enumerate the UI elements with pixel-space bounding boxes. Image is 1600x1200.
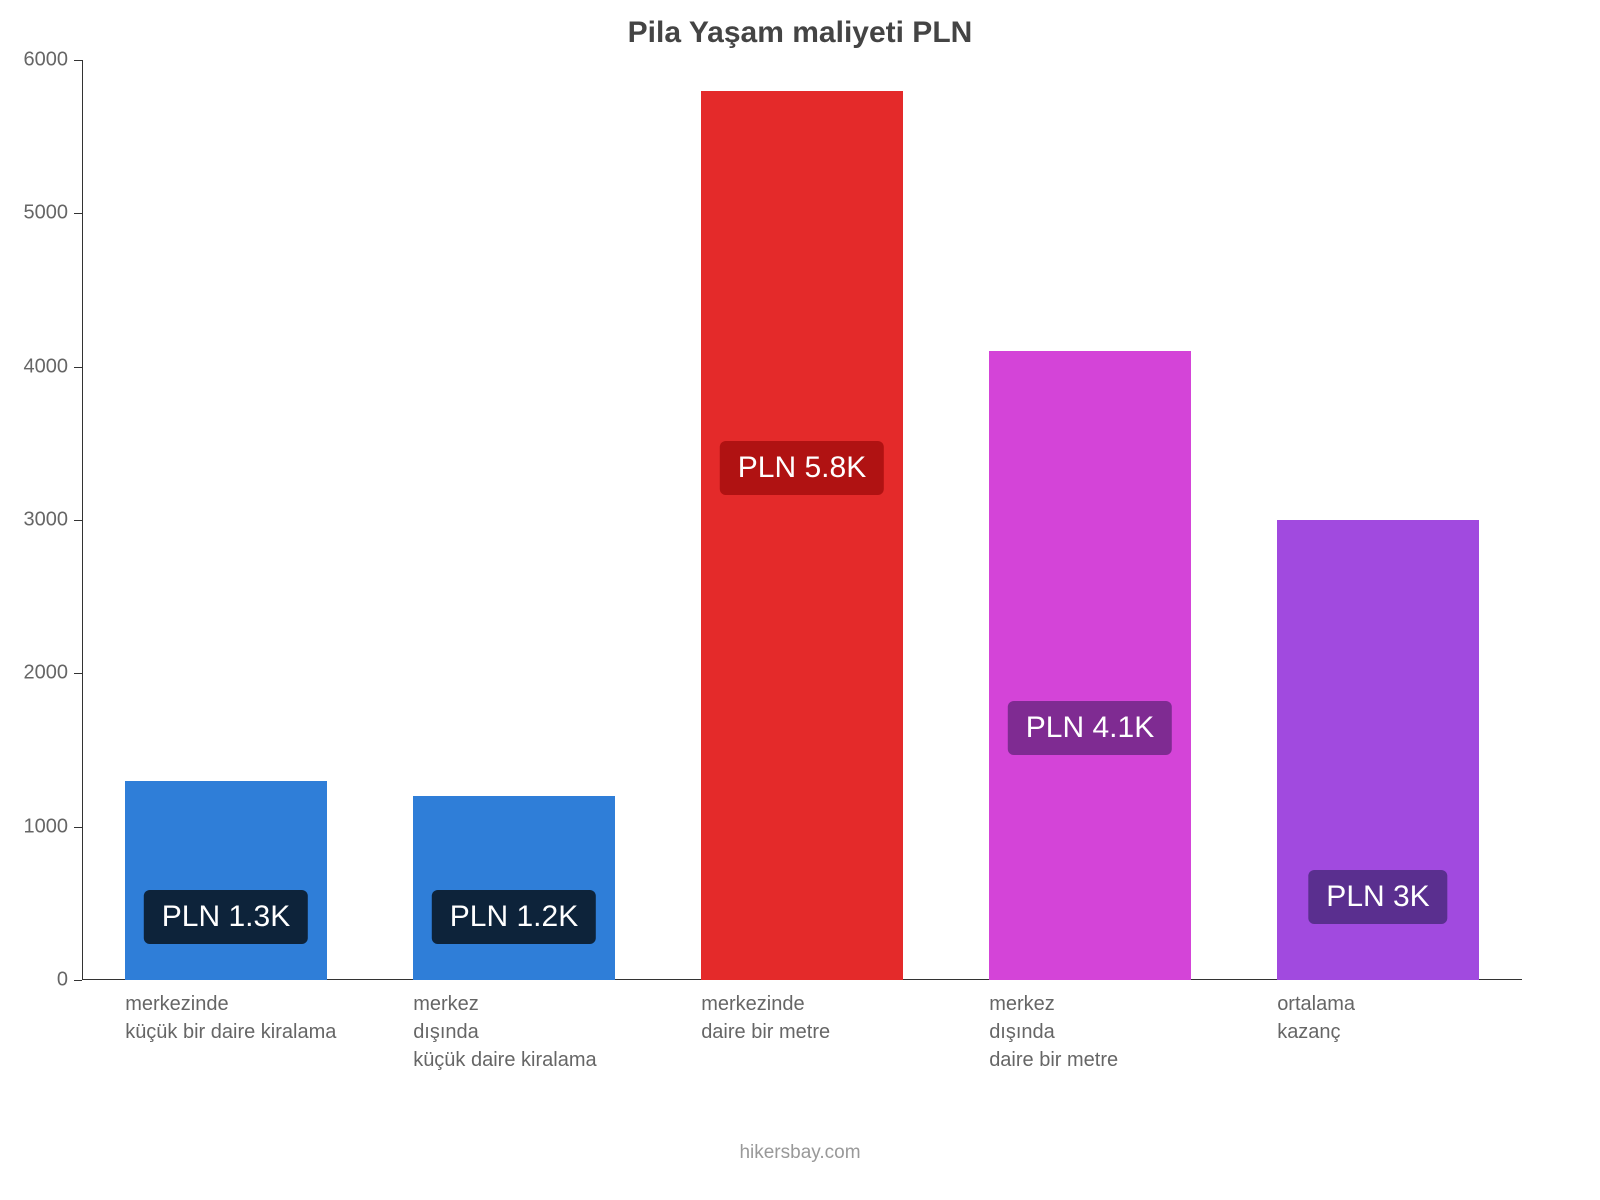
y-tick-label: 1000 — [0, 815, 68, 838]
y-tick-mark — [74, 520, 82, 521]
chart-container: Pila Yaşam maliyeti PLN 0100020003000400… — [0, 0, 1600, 1200]
y-axis-line — [82, 60, 83, 980]
bar — [125, 781, 327, 980]
y-tick-label: 3000 — [0, 509, 68, 532]
x-category-label: ortalama kazanç — [1277, 990, 1559, 1046]
bar-value-badge: PLN 1.2K — [432, 890, 596, 944]
bar — [701, 91, 903, 980]
bar — [413, 796, 615, 980]
credit-text: hikersbay.com — [0, 1142, 1600, 1164]
y-tick-mark — [74, 827, 82, 828]
y-tick-mark — [74, 60, 82, 61]
y-tick-mark — [74, 980, 82, 981]
bar-value-badge: PLN 1.3K — [144, 890, 308, 944]
x-category-label: merkezinde küçük bir daire kiralama — [125, 990, 407, 1046]
plot-area: 0100020003000400050006000PLN 1.3Kmerkezi… — [82, 60, 1522, 980]
y-tick-mark — [74, 673, 82, 674]
bar — [989, 351, 1191, 980]
y-tick-label: 4000 — [0, 355, 68, 378]
bar-value-badge: PLN 3K — [1308, 870, 1447, 924]
x-category-label: merkez dışında küçük daire kiralama — [413, 990, 695, 1074]
y-tick-label: 2000 — [0, 662, 68, 685]
x-category-label: merkezinde daire bir metre — [701, 990, 983, 1046]
y-tick-mark — [74, 213, 82, 214]
y-tick-label: 0 — [0, 969, 68, 992]
bar-value-badge: PLN 4.1K — [1008, 701, 1172, 755]
bar-value-badge: PLN 5.8K — [720, 441, 884, 495]
x-category-label: merkez dışında daire bir metre — [989, 990, 1271, 1074]
y-tick-mark — [74, 367, 82, 368]
chart-title: Pila Yaşam maliyeti PLN — [0, 16, 1600, 50]
y-tick-label: 5000 — [0, 202, 68, 225]
y-tick-label: 6000 — [0, 49, 68, 72]
